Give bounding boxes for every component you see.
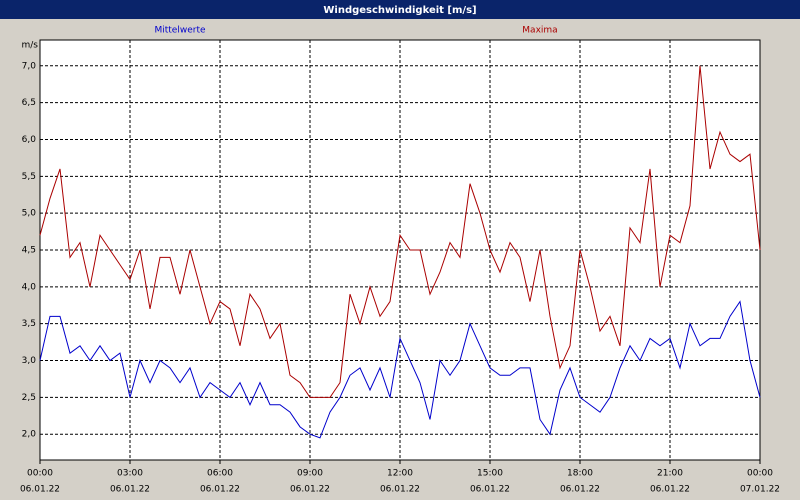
y-tick-label: 4,5	[22, 246, 36, 256]
x-tick-label: 06:00	[207, 469, 233, 479]
x-tick-label: 12:00	[387, 469, 413, 479]
data-line	[39, 300, 761, 439]
x-tick-date: 06.01.22	[200, 485, 240, 495]
y-tick-label: 6,0	[22, 135, 37, 145]
x-tick-label: 09:00	[297, 469, 323, 479]
y-tick-label: 6,5	[22, 98, 36, 108]
y-tick-label: 2,5	[22, 393, 36, 403]
y-tick-label: 3,0	[22, 356, 37, 366]
x-tick-label: 21:00	[657, 469, 683, 479]
x-tick-label: 00:00	[27, 469, 53, 479]
x-tick-label: 00:00	[747, 469, 773, 479]
x-tick-date: 06.01.22	[470, 485, 510, 495]
x-tick-date: 06.01.22	[110, 485, 150, 495]
y-tick-label: 5,5	[22, 172, 36, 182]
y-tick-label: 7,0	[22, 61, 37, 71]
title-bar	[0, 0, 800, 19]
x-tick-label: 15:00	[477, 469, 503, 479]
y-tick-label: 3,5	[22, 319, 36, 329]
x-tick-label: 03:00	[117, 469, 143, 479]
x-tick-date: 06.01.22	[290, 485, 330, 495]
x-tick-date: 06.01.22	[380, 485, 420, 495]
y-axis-label: m/s	[22, 41, 39, 51]
chart-title: Windgeschwindigkeit [m/s]	[323, 5, 476, 16]
x-tick-date: 06.01.22	[560, 485, 600, 495]
y-tick-label: 4,0	[22, 282, 37, 292]
x-tick-date: 07.01.22	[740, 485, 780, 495]
legend-label: Maxima	[522, 26, 557, 36]
x-tick-date: 06.01.22	[650, 485, 690, 495]
data-line	[39, 65, 761, 398]
y-tick-label: 5,0	[22, 209, 37, 219]
x-tick-label: 18:00	[567, 469, 593, 479]
legend-label: Mittelwerte	[154, 26, 205, 36]
y-tick-label: 2,0	[22, 430, 37, 440]
x-tick-date: 06.01.22	[20, 485, 60, 495]
